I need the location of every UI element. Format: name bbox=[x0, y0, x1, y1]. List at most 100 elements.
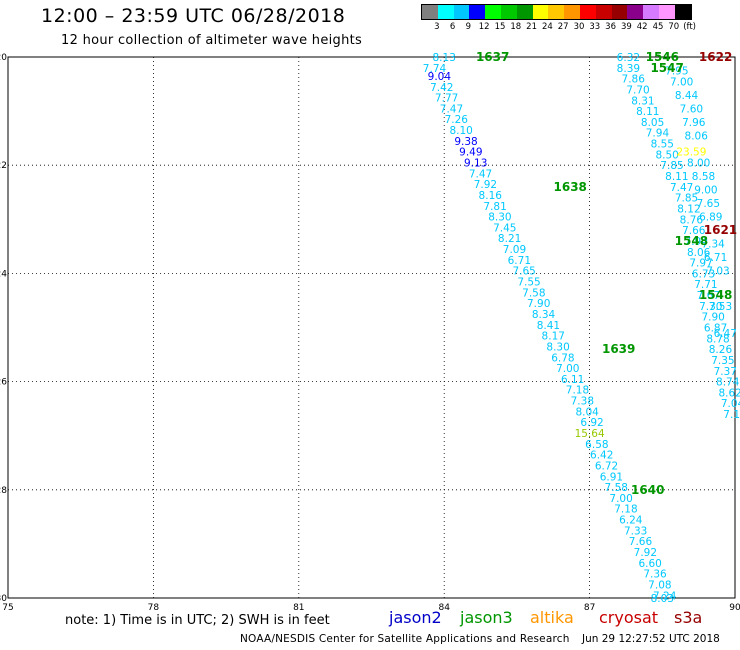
legend-swatch bbox=[500, 5, 517, 19]
x-tick-label: 84 bbox=[438, 603, 450, 610]
wave-height-value: 8.55 bbox=[651, 139, 674, 151]
legend-swatch bbox=[579, 5, 596, 19]
wave-height-value: 8.06 bbox=[685, 130, 709, 142]
legend-label: 15 bbox=[494, 22, 506, 32]
wave-height-value: 8.78 bbox=[706, 333, 729, 345]
pass-number-label: 1548 bbox=[675, 234, 708, 248]
wave-height-value: 7.00 bbox=[609, 493, 632, 505]
legend-swatch bbox=[469, 5, 486, 19]
wave-height-value: 8.03 bbox=[651, 593, 674, 605]
wave-height-value: 7.85 bbox=[675, 193, 698, 205]
wave-height-value: 8.10 bbox=[449, 125, 472, 137]
y-tick-label: -24 bbox=[0, 269, 7, 279]
wave-height-value: 6.87 bbox=[704, 323, 727, 335]
wave-height-value: 9.00 bbox=[694, 185, 717, 197]
wave-height-value: 23.59 bbox=[676, 147, 706, 159]
wave-height-value: 7.30 bbox=[699, 301, 722, 313]
wave-height-value: 7.58 bbox=[522, 287, 545, 299]
wave-height-value: 7.04 bbox=[721, 398, 740, 410]
pass-number-label: 1621 bbox=[704, 223, 737, 237]
wave-height-value: 8.39 bbox=[617, 63, 640, 75]
wave-height-value: 6.24 bbox=[619, 515, 643, 527]
wave-height-value: 7.95 bbox=[665, 66, 688, 78]
legend-labels: 3 6 9 12 15 18 21 24 27 30 33 36 39 42 45 70 (ft) bbox=[421, 22, 740, 36]
legend-label: 70 bbox=[668, 22, 680, 32]
footer-date: Jun 29 12:27:52 UTC 2018 bbox=[582, 633, 720, 645]
wave-height-value: 8.58 bbox=[692, 171, 715, 183]
wave-height-value: 7.67 bbox=[697, 290, 720, 302]
wave-height-value: 7.92 bbox=[474, 179, 497, 191]
wave-height-value: 9.04 bbox=[428, 71, 452, 83]
legend-swatches bbox=[421, 4, 692, 20]
wave-height-value: 8.04 bbox=[575, 406, 599, 418]
wave-height-value: 7.00 bbox=[670, 76, 693, 88]
footer-credit: NOAA/NESDIS Center for Satellite Applica… bbox=[240, 633, 570, 645]
wave-height-value: 15.64 bbox=[575, 428, 605, 440]
satellite-jason3: jason3 bbox=[460, 608, 513, 627]
wave-height-value: 7.81 bbox=[483, 201, 506, 213]
wave-height-value: 6.60 bbox=[638, 558, 661, 570]
wave-height-value: 7.55 bbox=[517, 277, 540, 289]
wave-height-value: 7.08 bbox=[648, 579, 671, 591]
wave-height-value: 8.74 bbox=[716, 377, 740, 389]
wave-height-value: 7.96 bbox=[682, 117, 706, 129]
map-title: 12:00 – 23:59 UTC 06/28/2018 bbox=[41, 5, 346, 27]
legend-label: 12 bbox=[478, 22, 490, 32]
pass-number-label: 1638 bbox=[554, 180, 587, 194]
wave-height-value: 8.34 bbox=[532, 309, 556, 321]
wave-height-value: 7.71 bbox=[694, 279, 717, 291]
legend-swatch bbox=[485, 5, 501, 19]
pass-number-label: 1639 bbox=[602, 342, 635, 356]
wave-height-value: 8.26 bbox=[709, 344, 733, 356]
x-tick-label: 90 bbox=[729, 603, 740, 610]
wave-height-value: 8.13 bbox=[433, 52, 456, 64]
legend-label: 45 bbox=[652, 22, 664, 32]
legend-swatch bbox=[627, 5, 644, 19]
legend-label: 9 bbox=[465, 22, 472, 32]
wave-height-value: 7.47 bbox=[670, 182, 693, 194]
legend-label: 36 bbox=[605, 22, 617, 32]
legend-label: 30 bbox=[573, 22, 585, 32]
y-tick-label: -28 bbox=[0, 486, 7, 496]
wave-height-value: 7.94 bbox=[685, 236, 709, 248]
wave-height-value: 7.42 bbox=[430, 82, 453, 94]
wave-height-value: 7.34 bbox=[701, 239, 725, 251]
pass-number-label: 1547 bbox=[650, 61, 683, 75]
wave-height-value: 7.47 bbox=[469, 168, 492, 180]
x-tick-label: 78 bbox=[148, 603, 160, 610]
legend-swatch bbox=[422, 5, 438, 19]
wave-height-value: 7.53 bbox=[709, 301, 732, 313]
x-tick-label: 87 bbox=[584, 603, 595, 610]
pass-number-label: 1622 bbox=[699, 50, 732, 64]
wave-height-value: 7.03 bbox=[706, 266, 729, 278]
legend-swatch bbox=[453, 5, 470, 19]
wave-height-value: 7.65 bbox=[512, 266, 535, 278]
wave-height-value: 6.89 bbox=[699, 212, 722, 224]
wave-height-value: 9.49 bbox=[459, 147, 482, 159]
pass-number-label: 1640 bbox=[631, 483, 664, 497]
wave-height-value: 7.70 bbox=[626, 84, 649, 96]
wave-height-value: 7.97 bbox=[689, 258, 712, 270]
legend-swatch bbox=[595, 5, 612, 19]
legend-label: 18 bbox=[510, 22, 522, 32]
altimeter-map: 757881848790-20-22-24-26-28-308.137.749.… bbox=[0, 50, 740, 610]
wave-height-value: 7.66 bbox=[682, 225, 706, 237]
wave-height-value: 8.11 bbox=[636, 106, 659, 118]
wave-height-value: 6.58 bbox=[585, 439, 608, 451]
wave-height-value: 6.42 bbox=[590, 450, 613, 462]
wave-height-value: 6.47 bbox=[714, 328, 737, 340]
track-layer: 8.137.749.047.427.777.477.268.109.389.49… bbox=[423, 50, 740, 605]
wave-height-value: 7.60 bbox=[680, 103, 703, 115]
legend-swatch bbox=[516, 5, 533, 19]
wave-height-value: 8.41 bbox=[537, 320, 560, 332]
color-legend: 3 6 9 12 15 18 21 24 27 30 33 36 39 42 45 70 (ft) bbox=[421, 4, 696, 32]
wave-height-value: 7.90 bbox=[701, 312, 724, 324]
wave-height-value: 9.13 bbox=[464, 157, 487, 169]
satellite-altika: altika bbox=[530, 608, 574, 627]
wave-height-value: 7.74 bbox=[423, 63, 447, 75]
legend-label: 24 bbox=[541, 22, 553, 32]
wave-height-value: 9.38 bbox=[454, 136, 477, 148]
wave-height-value: 7.18 bbox=[566, 385, 589, 397]
legend-label: 6 bbox=[449, 22, 456, 32]
wave-height-value: 8.30 bbox=[546, 341, 569, 353]
